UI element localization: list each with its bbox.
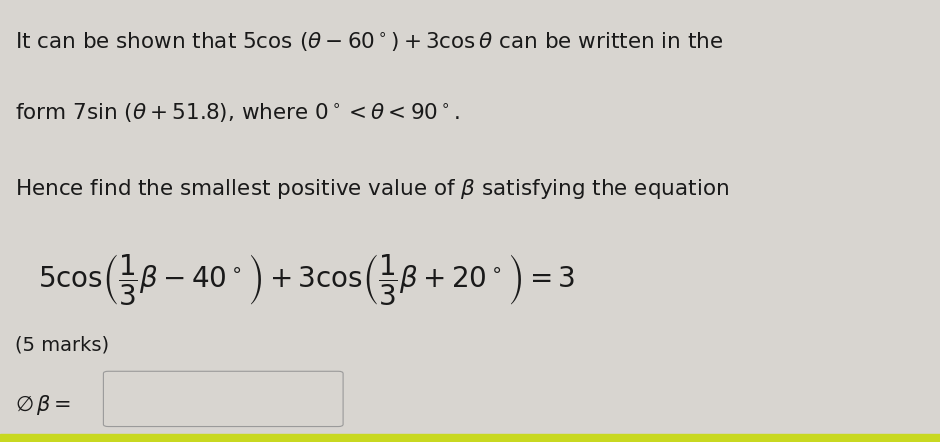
Text: form $7\sin\,(\theta + 51.8)$, where $0^\circ < \theta < 90^\circ$.: form $7\sin\,(\theta + 51.8)$, where $0^… <box>15 102 460 125</box>
Bar <box>0 434 940 442</box>
Text: Hence find the smallest positive value of $\beta$ satisfying the equation: Hence find the smallest positive value o… <box>15 177 729 201</box>
Text: $5\cos\!\left(\dfrac{1}{3}\beta - 40^\circ\right) + 3\cos\!\left(\dfrac{1}{3}\be: $5\cos\!\left(\dfrac{1}{3}\beta - 40^\ci… <box>38 252 575 307</box>
Text: $\emptyset\,\beta =$: $\emptyset\,\beta =$ <box>15 393 71 417</box>
FancyBboxPatch shape <box>103 371 343 427</box>
Text: It can be shown that $5\cos\,(\theta - 60^\circ) + 3\cos\theta$ can be written i: It can be shown that $5\cos\,(\theta - 6… <box>15 31 723 54</box>
Text: (5 marks): (5 marks) <box>15 336 109 355</box>
